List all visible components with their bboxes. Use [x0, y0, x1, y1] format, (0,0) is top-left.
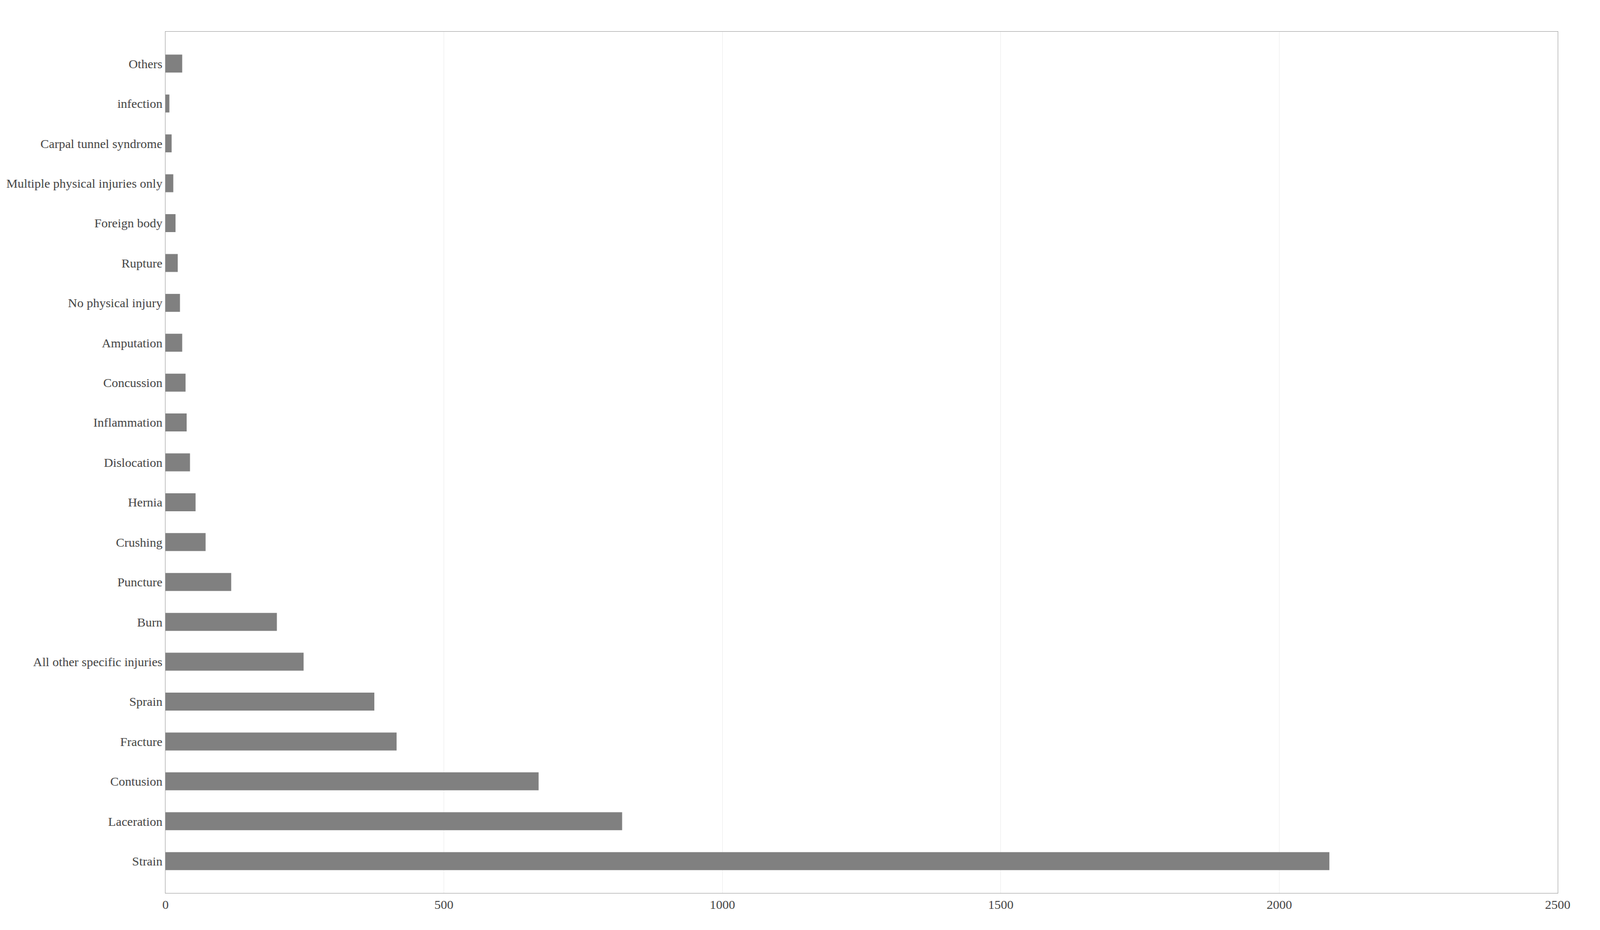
svg-text:Sprain: Sprain — [129, 694, 163, 709]
svg-text:500: 500 — [434, 897, 454, 912]
svg-text:1500: 1500 — [988, 897, 1014, 912]
svg-text:2000: 2000 — [1266, 897, 1292, 912]
svg-text:1000: 1000 — [709, 897, 735, 912]
svg-text:Crushing: Crushing — [115, 535, 163, 550]
svg-text:Others: Others — [128, 57, 163, 71]
svg-text:No physical injury: No physical injury — [68, 296, 163, 310]
svg-text:Strain: Strain — [132, 854, 163, 869]
svg-text:Carpal tunnel syndrome: Carpal tunnel syndrome — [40, 136, 163, 151]
svg-text:Multiple physical injuries onl: Multiple physical injuries only — [6, 176, 163, 191]
svg-text:Hernia: Hernia — [127, 495, 163, 510]
svg-text:All other specific injuries: All other specific injuries — [33, 655, 163, 669]
svg-text:0: 0 — [162, 897, 169, 912]
svg-text:Foreign body: Foreign body — [94, 216, 163, 231]
svg-text:Laceration: Laceration — [108, 814, 163, 829]
svg-text:Inflammation: Inflammation — [93, 415, 163, 430]
svg-text:Amputation: Amputation — [102, 336, 163, 351]
svg-text:Burn: Burn — [136, 615, 163, 630]
svg-text:Fracture: Fracture — [120, 734, 163, 749]
svg-text:Dislocation: Dislocation — [104, 455, 163, 470]
svg-text:Rupture: Rupture — [121, 256, 163, 271]
svg-text:infection: infection — [117, 96, 163, 111]
svg-text:Contusion: Contusion — [110, 774, 163, 789]
svg-text:Concussion: Concussion — [103, 375, 163, 390]
svg-text:2500: 2500 — [1545, 897, 1571, 912]
svg-text:Puncture: Puncture — [117, 575, 163, 590]
